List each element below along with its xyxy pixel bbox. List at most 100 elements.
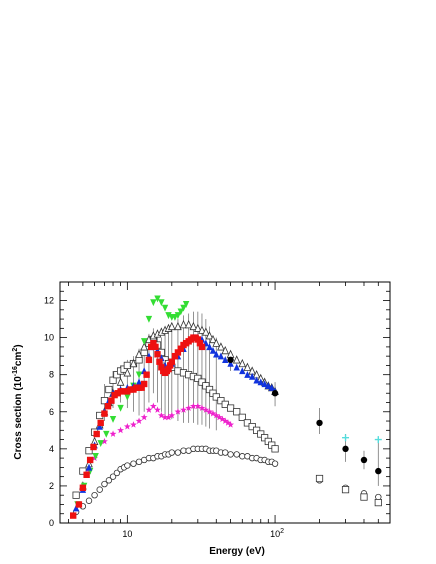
data-point [105, 477, 113, 484]
x-tick-label: 10 [122, 529, 132, 539]
data-point [165, 312, 172, 320]
data-point [109, 415, 117, 423]
data-point [156, 358, 163, 365]
data-point [202, 382, 210, 390]
data-point [174, 321, 182, 331]
data-point [233, 451, 240, 458]
data-point [233, 363, 240, 371]
data-point [375, 493, 382, 501]
data-point [145, 406, 153, 413]
data-point [96, 486, 103, 493]
data-point [116, 377, 125, 386]
data-point [360, 493, 368, 501]
data-point [238, 358, 247, 368]
data-point [85, 447, 93, 455]
data-point [165, 365, 172, 373]
y-axis-label-main: Cross section (10 [13, 376, 24, 460]
data-point [221, 417, 229, 424]
data-point [227, 451, 234, 458]
data-point [271, 445, 279, 453]
data-point [108, 397, 115, 404]
data-point [315, 474, 324, 483]
data-point [261, 434, 269, 442]
data-point [90, 443, 97, 451]
data-point [198, 404, 206, 411]
data-point [97, 440, 104, 447]
data-point [257, 378, 264, 386]
data-point [123, 368, 132, 377]
data-point [374, 499, 382, 507]
data-point [150, 339, 157, 347]
data-point [198, 325, 206, 334]
data-point [243, 362, 252, 371]
data-point [109, 473, 117, 480]
data-point [75, 501, 83, 508]
data-point [101, 480, 108, 488]
data-point [202, 327, 210, 336]
data-point [374, 436, 382, 444]
data-point [145, 315, 153, 323]
data-point [79, 484, 87, 491]
data-point [193, 323, 202, 332]
data-point [222, 356, 229, 364]
y-axis-label-close: ) [13, 344, 24, 347]
data-point [93, 430, 100, 438]
data-point [72, 504, 80, 512]
data-point [86, 456, 94, 464]
data-point [206, 343, 213, 351]
data-point [113, 371, 121, 379]
data-point [130, 421, 137, 428]
data-point [253, 426, 261, 434]
data-point [145, 356, 153, 364]
marker-layer [70, 295, 382, 519]
data-point [375, 467, 382, 475]
data-point [232, 355, 241, 364]
data-point [157, 411, 165, 419]
data-point [161, 304, 169, 312]
data-point [165, 413, 172, 421]
data-point [171, 352, 179, 360]
data-point [140, 342, 149, 351]
data-point [174, 349, 182, 356]
data-point [83, 471, 90, 478]
data-point [182, 301, 190, 308]
data-point [189, 402, 197, 410]
data-point [342, 445, 349, 453]
data-point [140, 338, 148, 346]
data-point [213, 350, 220, 358]
y-tick-label: 4 [49, 444, 54, 454]
data-point [233, 408, 241, 416]
data-point [244, 370, 251, 378]
data-point [209, 410, 217, 417]
data-point [360, 456, 368, 464]
data-point [85, 497, 93, 504]
data-point [341, 486, 350, 494]
data-point [238, 413, 246, 421]
data-point [227, 421, 235, 428]
data-point [198, 378, 206, 386]
data-point [140, 380, 148, 388]
data-point [120, 388, 128, 395]
data-point [135, 349, 143, 358]
data-point [158, 299, 165, 307]
data-point [130, 460, 137, 467]
data-point [117, 404, 124, 412]
data-point [194, 374, 202, 383]
data-point [85, 463, 93, 471]
data-point [202, 406, 210, 413]
data-point [221, 345, 230, 355]
data-point [222, 449, 229, 456]
data-point [109, 430, 117, 437]
data-point [92, 453, 99, 460]
data-point [177, 308, 184, 316]
y-axis-label-unit-exponent: 2 [12, 348, 19, 352]
data-point [79, 467, 87, 475]
data-point [239, 367, 246, 375]
data-point [342, 434, 350, 442]
data-point [316, 419, 323, 427]
y-axis-label-unit: cm [13, 352, 24, 367]
data-point [194, 336, 202, 343]
data-point [168, 358, 176, 365]
data-point [135, 417, 143, 424]
data-point [91, 454, 98, 462]
